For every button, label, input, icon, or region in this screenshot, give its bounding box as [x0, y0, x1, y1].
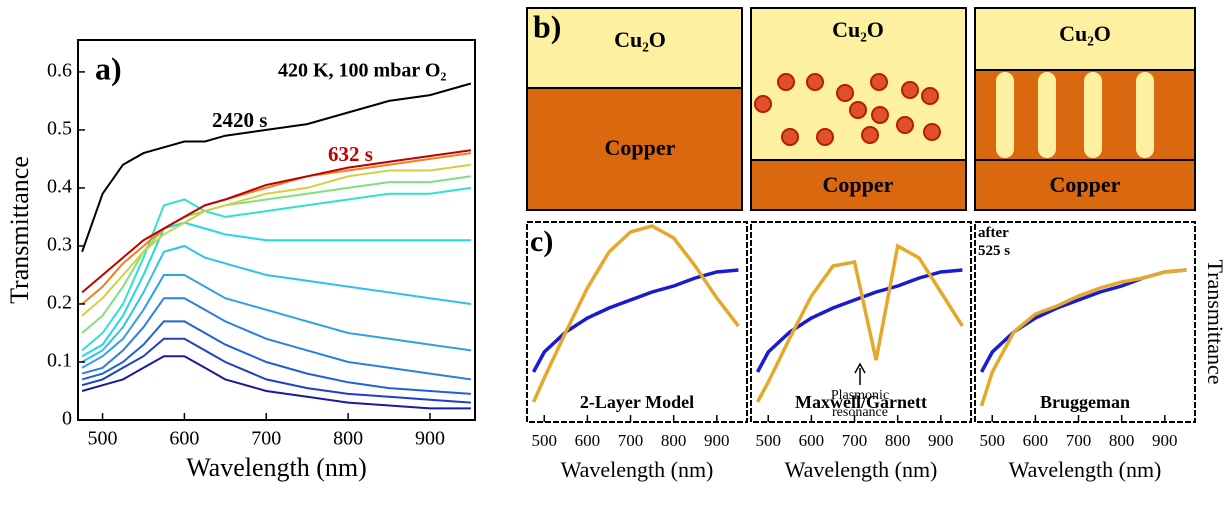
series-label: 2420 s — [212, 108, 267, 132]
data-line — [81, 337, 471, 404]
data-line — [81, 274, 472, 369]
annotation-box: Plasmonic resonance — [830, 388, 890, 420]
x-tick-label: 600 — [799, 431, 825, 450]
panel-label: c) — [530, 225, 553, 258]
particles — [754, 73, 941, 146]
layer-label: Cu₂O — [614, 27, 666, 52]
annotation: after 525 s — [978, 225, 1011, 259]
panel-label: b) — [533, 8, 561, 44]
copper-layer — [750, 159, 967, 211]
plot-frame — [974, 221, 1196, 423]
chart-title: Bruggeman — [1040, 392, 1130, 412]
data-line — [81, 297, 472, 381]
x-tick-label: 500 — [756, 431, 782, 450]
y-tick-label: 0.5 — [47, 118, 72, 140]
x-tick-label: 800 — [885, 431, 911, 450]
x-tick-label: 600 — [575, 431, 601, 450]
copper-layer — [526, 87, 743, 211]
data-line — [81, 320, 471, 395]
x-tick-label: 600 — [1023, 431, 1049, 450]
columns — [996, 72, 1154, 158]
series-label: 632 s — [328, 142, 373, 166]
x-tick-label: 700 — [1066, 431, 1092, 450]
data-line — [81, 221, 471, 358]
plot-frame — [750, 221, 972, 423]
y-tick-label: 0.3 — [47, 234, 72, 256]
cu2o-layer — [526, 7, 743, 89]
data-line — [81, 186, 472, 352]
x-tick-label: 800 — [661, 431, 687, 450]
y-tick-label: 0.1 — [47, 350, 72, 372]
chart-title: 2-Layer Model — [580, 392, 694, 412]
x-tick-label: 700 — [251, 428, 281, 450]
plot-frame — [77, 39, 476, 421]
y-tick-label: 0 — [62, 408, 72, 430]
annotation-box: after 525 s — [978, 225, 1011, 259]
plot-frame — [526, 221, 748, 423]
y-tick-label: 0.4 — [47, 176, 72, 198]
data-line — [979, 268, 1187, 407]
data-line — [81, 244, 472, 363]
layer-label: Copper — [605, 135, 676, 160]
x-tick-label: 500 — [980, 431, 1006, 450]
layer-label: Cu₂O — [1059, 21, 1111, 46]
x-tick-label: 900 — [1152, 431, 1178, 450]
x-axis-label: Wavelength (nm) — [1009, 457, 1162, 482]
data-line — [531, 224, 740, 403]
x-tick-label: 800 — [1109, 431, 1135, 450]
x-tick-label: 500 — [532, 431, 558, 450]
y-axis-label: Transmittance — [5, 156, 34, 304]
annotation: Plasmonic resonance — [830, 388, 890, 420]
x-axis-label: Wavelength (nm) — [561, 457, 714, 482]
annotation: 420 K, 100 mbar O₂ — [278, 60, 446, 82]
x-tick-label: 800 — [333, 428, 363, 450]
x-axis-label: Wavelength (nm) — [186, 453, 367, 482]
x-tick-label: 600 — [169, 428, 199, 450]
data-line — [755, 268, 963, 373]
y-tick-label: 0.6 — [47, 60, 72, 82]
data-line — [979, 268, 1187, 373]
x-tick-label: 700 — [618, 431, 644, 450]
data-line — [81, 355, 471, 410]
x-tick-label: 900 — [415, 428, 445, 450]
data-line — [81, 163, 472, 317]
cu2o-layer — [974, 7, 1196, 71]
x-axis-label: Wavelength (nm) — [785, 457, 938, 482]
arrow — [854, 362, 866, 385]
data-line — [755, 243, 964, 403]
panel-b: b) Cu₂O Copper Cu₂O Copper Cu₂O Copper — [526, 7, 1196, 211]
chart-title: Maxwell/Garnett — [795, 392, 927, 412]
layer-label: Copper — [823, 172, 894, 197]
y-tick-label: 0.2 — [47, 292, 72, 314]
layer-label: Cu₂O — [832, 17, 884, 42]
layer-label: Copper — [1050, 172, 1121, 197]
x-tick-label: 700 — [842, 431, 868, 450]
data-line — [81, 149, 472, 294]
x-tick-label: 900 — [928, 431, 954, 450]
y-axis-label: Transmittance — [1203, 259, 1225, 384]
panel-label: a) — [95, 50, 122, 86]
data-line — [81, 82, 472, 253]
x-tick-label: 900 — [704, 431, 730, 450]
x-tick-label: 500 — [88, 428, 118, 450]
copper-layer — [974, 159, 1196, 211]
